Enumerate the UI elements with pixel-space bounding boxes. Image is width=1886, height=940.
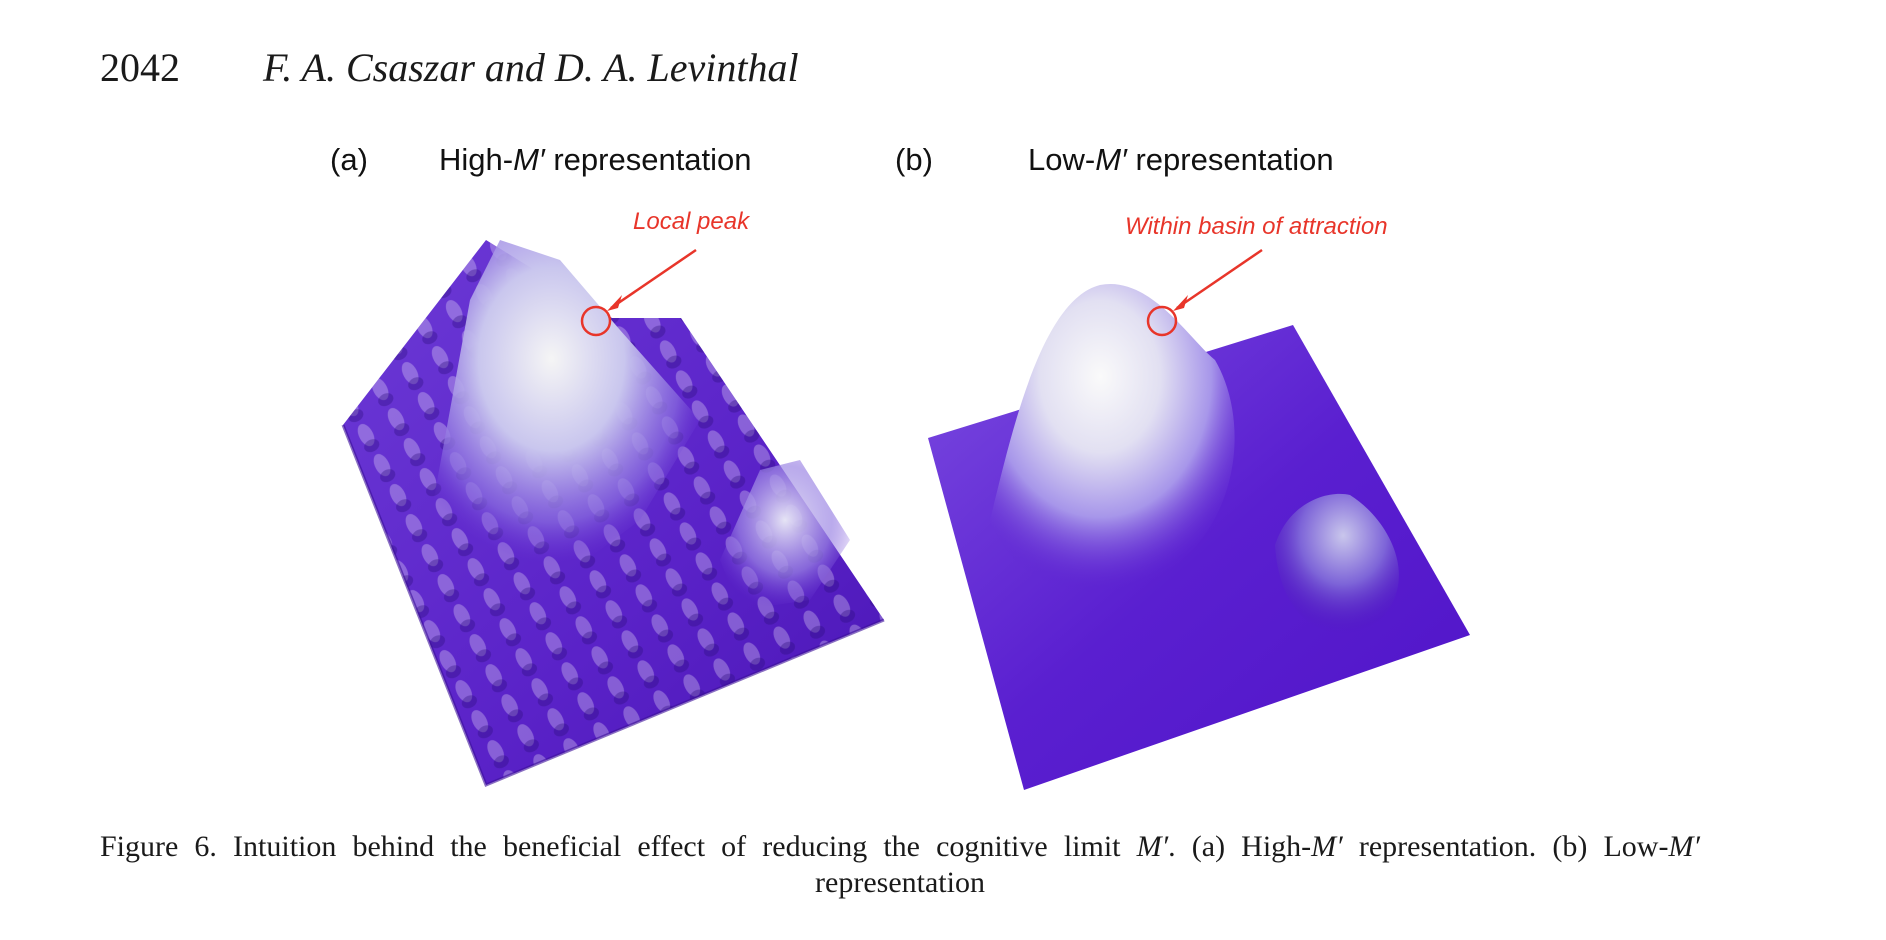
panel-b-title-var: M′ bbox=[1095, 142, 1127, 177]
page-number: 2042 bbox=[100, 45, 180, 90]
basin-arrowhead bbox=[1173, 295, 1188, 311]
panel-a-title-suffix: representation bbox=[544, 142, 752, 177]
panel-a-title: High-M′ representation bbox=[439, 142, 752, 178]
basin-circle bbox=[1146, 305, 1178, 337]
rugged-secondary-peak bbox=[720, 460, 850, 610]
caption-text-3: representation. (b) Low- bbox=[1342, 830, 1669, 863]
panel-b-title-suffix: representation bbox=[1126, 142, 1334, 177]
rugged-main-peak bbox=[430, 240, 700, 580]
panel-b-title: Low-M′ representation bbox=[1028, 142, 1334, 178]
smooth-landscape-surface bbox=[928, 283, 1470, 790]
local-peak-circle bbox=[580, 305, 612, 337]
smooth-main-peak bbox=[990, 283, 1235, 593]
caption-var-3: M′ bbox=[1668, 830, 1700, 863]
caption-var-1: M′ bbox=[1136, 830, 1169, 863]
panel-a-title-prefix: High- bbox=[439, 142, 514, 177]
caption-text-2: . (a) High- bbox=[1168, 830, 1312, 863]
local-peak-label: Local peak bbox=[633, 208, 750, 235]
basin-arrow bbox=[1176, 248, 1263, 310]
caption-var-2: M′ bbox=[1311, 830, 1343, 863]
caption-text-4: representation bbox=[815, 866, 985, 899]
panel-b-letter: (b) bbox=[895, 142, 933, 177]
smooth-secondary-peak bbox=[1275, 493, 1399, 634]
running-head: F. A. Csaszar and D. A. Levinthal bbox=[263, 45, 799, 90]
local-peak-arrowhead bbox=[607, 295, 622, 311]
panel-b-title-prefix: Low- bbox=[1028, 142, 1096, 177]
caption-text-1: Figure 6. Intuition behind the beneficia… bbox=[100, 830, 1137, 863]
local-peak-arrow bbox=[610, 248, 697, 310]
basin-of-attraction-label: Within basin of attraction bbox=[1125, 213, 1388, 240]
rugged-landscape-surface bbox=[341, 240, 885, 787]
panel-a-letter: (a) bbox=[330, 142, 368, 177]
panel-a-title-var: M′ bbox=[513, 142, 545, 177]
figure-caption: Figure 6. Intuition behind the beneficia… bbox=[100, 829, 1700, 901]
